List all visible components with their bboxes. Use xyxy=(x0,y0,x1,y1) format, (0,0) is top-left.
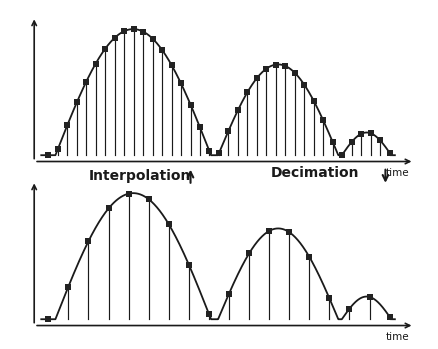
Text: Decimation: Decimation xyxy=(271,166,360,180)
Text: Interpolation: Interpolation xyxy=(89,169,191,183)
Text: time: time xyxy=(385,168,409,178)
Text: time: time xyxy=(385,332,409,342)
